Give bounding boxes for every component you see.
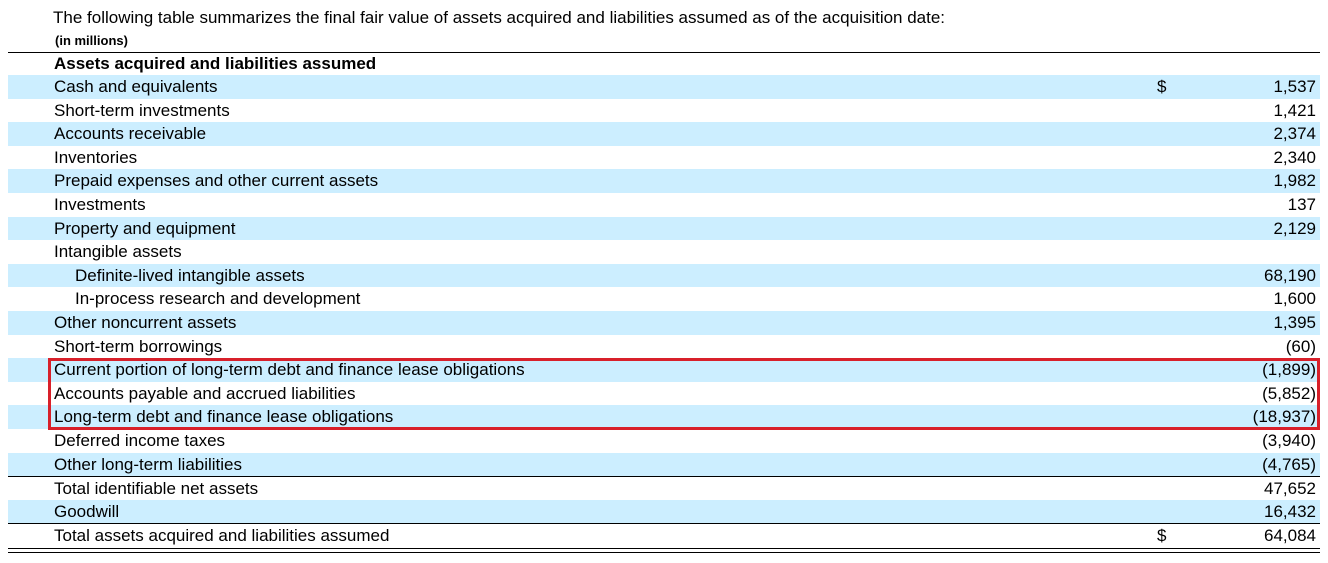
row-value: 137 — [1287, 194, 1316, 214]
row-label: Accounts receivable — [54, 124, 207, 144]
row-label: In-process research and development — [75, 289, 361, 309]
table-row-in-process-rd: In-process research and development 1,60… — [8, 287, 1320, 311]
table-heading: Assets acquired and liabilities assumed — [54, 54, 377, 73]
row-label: Long-term debt and finance lease obligat… — [54, 407, 394, 427]
row-value: 1,395 — [1273, 312, 1316, 332]
table-row-accounts-payable: Accounts payable and accrued liabilities… — [8, 382, 1320, 406]
table-row-current-portion-debt: Current portion of long-term debt and fi… — [8, 358, 1320, 382]
row-value: 1,421 — [1273, 100, 1316, 120]
row-value: (5,852) — [1262, 383, 1316, 403]
table-row-intangible-assets: Intangible assets — [8, 240, 1320, 264]
row-value: (18,937) — [1252, 407, 1316, 427]
row-label: Inventories — [54, 147, 138, 167]
table-row-other-long-term-liabilities: Other long-term liabilities (4,765) — [8, 452, 1320, 477]
row-value: 64,084 — [1264, 526, 1316, 546]
row-label: Total assets acquired and liabilities as… — [54, 526, 390, 546]
row-value: (3,940) — [1262, 430, 1316, 450]
row-label: Total identifiable net assets — [54, 479, 259, 499]
table-row-property-equipment: Property and equipment 2,129 — [8, 216, 1320, 241]
table-row-inventories: Inventories 2,340 — [8, 146, 1320, 170]
row-value: (1,899) — [1262, 360, 1316, 380]
table-row-deferred-income-taxes: Deferred income taxes (3,940) — [8, 429, 1320, 453]
row-value: (60) — [1285, 336, 1316, 356]
row-label: Goodwill — [54, 501, 120, 521]
row-label: Other noncurrent assets — [54, 312, 237, 332]
table-row-short-term-investments: Short-term investments 1,421 — [8, 99, 1320, 123]
row-value: 1,600 — [1273, 289, 1316, 309]
row-label: Deferred income taxes — [54, 430, 226, 450]
row-value: 2,374 — [1273, 124, 1316, 144]
row-label: Intangible assets — [54, 242, 182, 262]
table-row-other-noncurrent-assets: Other noncurrent assets 1,395 — [8, 310, 1320, 335]
table-row-prepaid-expenses: Prepaid expenses and other current asset… — [8, 169, 1320, 193]
row-label: Cash and equivalents — [54, 77, 218, 96]
row-value: 1,537 — [1273, 77, 1316, 96]
table-double-rule — [8, 547, 1320, 553]
row-value: 1,982 — [1273, 171, 1316, 191]
row-label: Definite-lived intangible assets — [75, 265, 305, 285]
dollar-sign: $ — [1157, 77, 1167, 96]
row-value: 2,340 — [1273, 147, 1316, 167]
row-value: 2,129 — [1273, 218, 1316, 238]
row-label: Prepaid expenses and other current asset… — [54, 171, 379, 191]
row-label: Short-term borrowings — [54, 336, 223, 356]
table-row-accounts-receivable: Accounts receivable 2,374 — [8, 122, 1320, 146]
dollar-sign: $ — [1157, 526, 1167, 546]
table-row-cash: Cash and equivalents $ 1,537 — [8, 75, 1320, 99]
units-label: (in millions) — [55, 33, 128, 48]
table-row-total-assets-acquired: Total assets acquired and liabilities as… — [8, 523, 1320, 547]
row-label: Investments — [54, 194, 146, 214]
table-row-goodwill: Goodwill 16,432 — [8, 499, 1320, 524]
row-label: Property and equipment — [54, 218, 236, 238]
row-label: Current portion of long-term debt and fi… — [54, 360, 525, 380]
table-row-investments: Investments 137 — [8, 193, 1320, 217]
intro-text: The following table summarizes the final… — [53, 8, 946, 27]
row-value: 68,190 — [1264, 265, 1316, 285]
table-row-total-identifiable-net-assets: Total identifiable net assets 47,652 — [8, 476, 1320, 500]
row-label: Other long-term liabilities — [54, 454, 243, 474]
row-label: Short-term investments — [54, 100, 230, 120]
row-value: 16,432 — [1264, 501, 1316, 521]
table-row-definite-lived-intangibles: Definite-lived intangible assets 68,190 — [8, 263, 1320, 288]
fair-value-table: Assets acquired and liabilities assumed … — [8, 52, 1320, 553]
row-value: (4,765) — [1262, 454, 1316, 474]
table-row-short-term-borrowings: Short-term borrowings (60) — [8, 335, 1320, 359]
row-label: Accounts payable and accrued liabilities — [54, 383, 356, 403]
row-value: 47,652 — [1264, 479, 1316, 499]
table-top-rule — [8, 52, 1320, 53]
table-row-long-term-debt: Long-term debt and finance lease obligat… — [8, 405, 1320, 429]
